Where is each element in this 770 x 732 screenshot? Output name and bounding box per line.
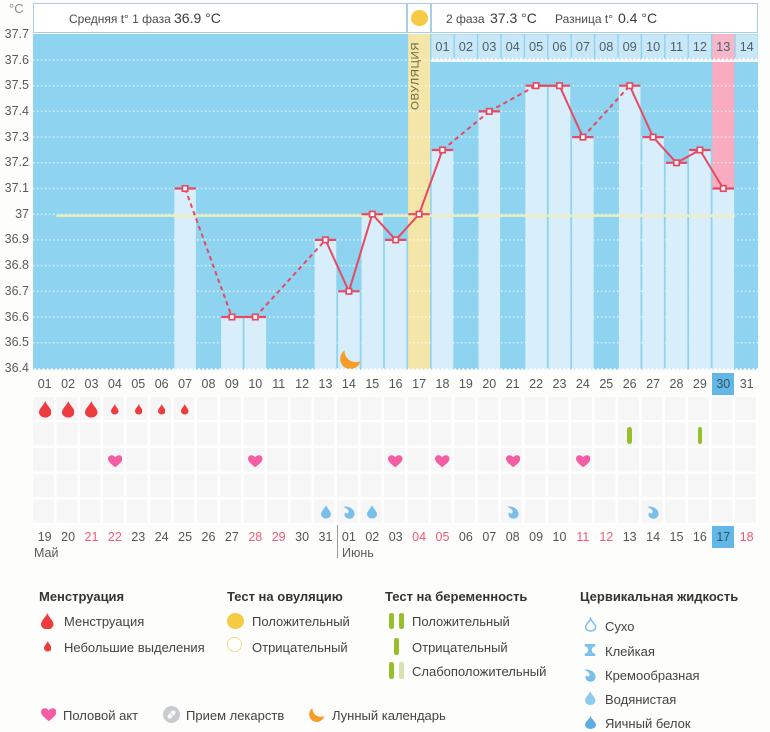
svg-text:10: 10 — [646, 39, 660, 54]
svg-text:05: 05 — [529, 39, 543, 54]
svg-text:03: 03 — [482, 39, 496, 54]
svg-text:09: 09 — [623, 39, 637, 54]
svg-text:06: 06 — [552, 39, 566, 54]
svg-text:11: 11 — [670, 39, 683, 54]
svg-text:07: 07 — [576, 39, 590, 54]
svg-text:ОВУЛЯЦИЯ: ОВУЛЯЦИЯ — [410, 42, 422, 110]
svg-text:08: 08 — [599, 39, 613, 54]
svg-text:01: 01 — [435, 39, 449, 54]
svg-text:14: 14 — [740, 39, 754, 54]
svg-text:02: 02 — [459, 39, 473, 54]
svg-text:04: 04 — [506, 39, 520, 54]
svg-text:12: 12 — [693, 39, 707, 54]
svg-text:13: 13 — [716, 39, 730, 54]
